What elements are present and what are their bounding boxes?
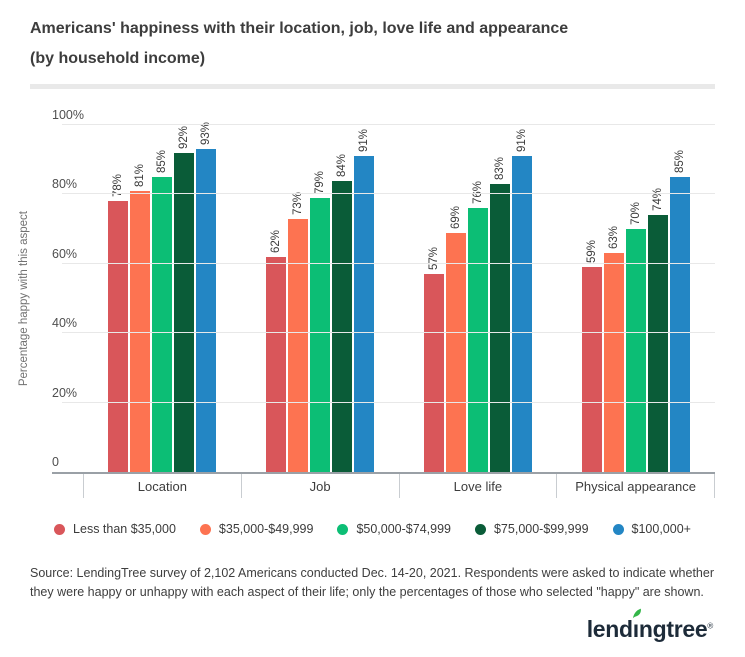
gridline-100 <box>62 124 715 125</box>
bar-value-label: 84% <box>336 153 348 177</box>
y-tick-label-60: 60% <box>52 246 78 261</box>
category-group: 57% 69% 76% 83% 91% <box>399 125 557 472</box>
bar: 84% <box>332 154 352 472</box>
title-divider <box>30 84 715 89</box>
legend-label: $75,000-$99,999 <box>493 522 589 536</box>
legend-label: $100,000+ <box>631 522 691 536</box>
x-category-label: Job <box>240 474 399 498</box>
legend: Less than $35,000 $35,000-$49,999 $50,000-… <box>30 522 715 536</box>
bar-value-label: 85% <box>156 150 168 174</box>
bar: 78% <box>108 174 128 472</box>
bar-value-label: 63% <box>608 226 620 250</box>
bar: 85% <box>152 150 172 472</box>
legend-label: $35,000-$49,999 <box>218 522 314 536</box>
bar: 92% <box>174 126 194 472</box>
chart-title-line2: (by household income) <box>30 50 206 67</box>
bar: 76% <box>468 181 488 472</box>
trademark-symbol: ® <box>707 620 713 630</box>
source-note: Source: LendingTree survey of 2,102 Amer… <box>30 566 714 599</box>
bar-value-label: 85% <box>674 150 686 174</box>
legend-item: Less than $35,000 <box>54 522 176 536</box>
category-group: 62% 73% 79% 84% 91% <box>241 125 399 472</box>
bar: 70% <box>626 202 646 472</box>
legend-label: $50,000-$74,999 <box>356 522 451 536</box>
bar: 62% <box>266 230 286 472</box>
bar: 79% <box>310 171 330 472</box>
gridline-60 <box>62 262 715 264</box>
bar: 73% <box>288 192 308 472</box>
leaf-path <box>632 608 641 618</box>
bar-value-label: 92% <box>178 125 190 149</box>
bar-value-label: 91% <box>358 129 370 153</box>
bar-value-label: 70% <box>630 202 642 226</box>
leaf-icon <box>632 608 641 618</box>
x-category-label: Location <box>83 474 241 498</box>
bar-value-label: 74% <box>652 188 664 212</box>
bar-value-label: 57% <box>428 247 440 271</box>
category-group: 59% 63% 70% 74% 85% <box>557 125 715 472</box>
bar: 69% <box>446 206 466 472</box>
plot-area: Percentage happy with this aspect 78% 81%… <box>18 108 715 474</box>
bar-value-label: 69% <box>450 205 462 229</box>
legend-item: $35,000-$49,999 <box>199 522 314 536</box>
x-category-label: Love life <box>398 474 557 498</box>
bar-value-label: 79% <box>314 170 326 194</box>
legend-dot-icon <box>612 523 624 535</box>
bar-value-label: 62% <box>270 229 282 253</box>
chart: Percentage happy with this aspect 78% 81%… <box>18 108 715 498</box>
y-tick-label-0: 0 <box>52 455 59 469</box>
gridline-40 <box>62 332 715 334</box>
bar-value-label: 73% <box>292 191 304 215</box>
logo-row: lendı ngtree® <box>30 608 715 641</box>
bar-value-label: 83% <box>494 156 506 180</box>
y-tick-label-100: 100% <box>52 108 84 122</box>
bar: 91% <box>512 129 532 472</box>
bar: 74% <box>648 188 668 472</box>
legend-dot-icon <box>54 523 66 535</box>
bands: 78% 81% 85% 92% 93% 62% 73% 79% 84% 91% 57% 69% 76% 8… <box>83 122 715 472</box>
bar: 59% <box>582 240 602 472</box>
legend-label: Less than $35,000 <box>73 522 176 536</box>
legend-dot-icon <box>337 523 349 535</box>
bar: 91% <box>354 129 374 472</box>
gridline-80 <box>62 193 715 195</box>
bar: 93% <box>196 122 216 472</box>
bar-value-label: 81% <box>134 163 146 187</box>
x-category-label: Physical appearance <box>556 474 715 498</box>
legend-item: $50,000-$74,999 <box>337 522 451 536</box>
bar: 83% <box>490 157 510 472</box>
x-axis-labels: Location Job Love life Physical appearance <box>83 474 715 498</box>
y-axis-title: Percentage happy with this aspect <box>18 210 30 387</box>
category-group: 78% 81% 85% 92% 93% <box>83 122 241 472</box>
legend-dot-icon <box>474 523 486 535</box>
bar-value-label: 59% <box>586 240 598 264</box>
bar: 63% <box>604 226 624 472</box>
y-tick-label-20: 20% <box>52 385 78 400</box>
chart-title-line1: Americans' happiness with their location… <box>30 20 569 37</box>
bar-value-label: 93% <box>200 122 212 146</box>
bar: 57% <box>424 247 444 472</box>
bar: 85% <box>670 150 690 472</box>
legend-dot-icon <box>199 523 211 535</box>
bar-value-label: 91% <box>516 129 528 153</box>
y-tick-label-40: 40% <box>52 316 78 331</box>
legend-item: $100,000+ <box>612 522 691 536</box>
y-tick-label-80: 80% <box>52 177 78 192</box>
legend-item: $75,000-$99,999 <box>474 522 589 536</box>
gridline-20 <box>62 401 715 403</box>
lendingtree-logo: lendı ngtree® <box>587 608 713 641</box>
